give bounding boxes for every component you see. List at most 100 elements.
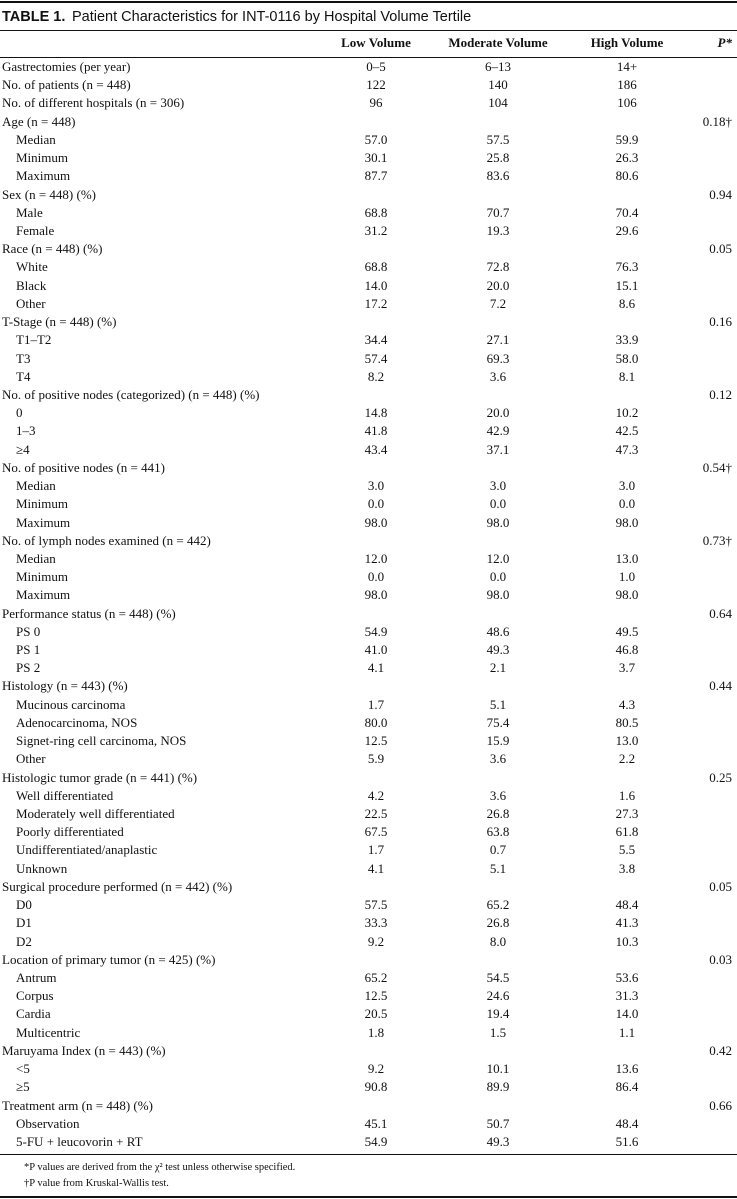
cell: 33.9 <box>615 332 639 348</box>
cell: 49.3 <box>486 642 510 658</box>
cell: 58.0 <box>615 350 639 366</box>
cell: 33.3 <box>364 915 388 931</box>
cell: 76.3 <box>615 259 639 275</box>
cell: 37.1 <box>486 441 510 457</box>
row-label: Maximum <box>16 587 71 603</box>
p-value: 0.16 <box>709 314 732 330</box>
cell: 122 <box>366 77 386 93</box>
cell: 1.8 <box>367 1024 385 1040</box>
group-label: No. of positive nodes (categorized) (n =… <box>2 386 260 402</box>
p-value: 0.66 <box>709 1097 732 1113</box>
cell: 3.6 <box>489 751 507 767</box>
cell: 2.1 <box>489 660 507 676</box>
cell: 5.1 <box>489 696 507 712</box>
cell: 69.3 <box>486 350 510 366</box>
cell: 5.5 <box>618 842 636 858</box>
cell: 75.4 <box>486 714 510 730</box>
cell: 86.4 <box>615 1079 639 1095</box>
cell: 20.5 <box>364 1006 388 1022</box>
cell: 24.6 <box>486 988 510 1004</box>
cell: 53.6 <box>615 970 639 985</box>
cell: 59.9 <box>615 131 639 147</box>
row-label: Female <box>16 222 55 238</box>
row-label: Adenocarcinoma, NOS <box>16 714 138 730</box>
row-label: Male <box>16 204 43 220</box>
row-label: PS 2 <box>16 660 41 676</box>
row-label: No. of different hospitals (n = 306) <box>2 95 185 111</box>
row-label: Undifferentiated/anaplastic <box>16 842 158 858</box>
cell: 106 <box>617 95 637 111</box>
cell: 41.0 <box>364 642 388 658</box>
column-header: High Volume <box>590 35 664 50</box>
cell: 61.8 <box>615 824 639 840</box>
cell: 63.8 <box>486 824 510 840</box>
title-rule <box>0 30 737 31</box>
table-title: Patient Characteristics for INT-0116 by … <box>72 9 472 25</box>
row-label: Observation <box>16 1115 80 1131</box>
row-label: D1 <box>16 915 32 931</box>
cell: 3.0 <box>489 478 507 494</box>
row-label: 0 <box>16 405 23 421</box>
cell: 57.4 <box>364 350 388 366</box>
p-value: 0.44 <box>709 678 732 694</box>
cell: 80.6 <box>615 168 639 184</box>
cell: 3.0 <box>367 478 385 494</box>
cell: 1.5 <box>489 1024 507 1040</box>
cell: 15.1 <box>615 277 639 293</box>
cell: 12.5 <box>364 988 388 1004</box>
cell: 2.2 <box>618 751 636 767</box>
group-label: Sex (n = 448) (%) <box>2 186 96 202</box>
cell: 3.7 <box>618 660 636 676</box>
cell: 1.7 <box>367 842 385 858</box>
cell: 6–13 <box>485 59 511 74</box>
row-label: Signet-ring cell carcinoma, NOS <box>16 733 187 749</box>
cell: 98.0 <box>615 587 639 603</box>
cell: 68.8 <box>364 204 388 220</box>
p-value: 0.12 <box>709 386 732 402</box>
p-value: 0.25 <box>709 769 732 785</box>
row-label: Corpus <box>16 988 54 1004</box>
cell: 26.8 <box>486 806 510 822</box>
cell: 9.2 <box>367 1061 385 1077</box>
group-label: Surgical procedure performed (n = 442) (… <box>2 878 233 894</box>
cell: 9.2 <box>367 933 385 949</box>
p-value: 0.73† <box>702 532 732 548</box>
cell: 49.3 <box>486 1133 510 1149</box>
cell: 12.0 <box>364 550 388 566</box>
cell: 31.2 <box>364 222 388 238</box>
row-label: Mucinous carcinoma <box>16 696 126 712</box>
cell: 5.9 <box>367 751 385 767</box>
cell: 98.0 <box>486 587 510 603</box>
row-label: D0 <box>16 897 32 913</box>
cell: 98.0 <box>364 587 388 603</box>
row-label: Black <box>16 277 47 293</box>
cell: 1.1 <box>618 1024 636 1040</box>
cell: 1.0 <box>618 569 636 585</box>
bottom-rule <box>0 1196 737 1198</box>
row-label: 5-FU + leucovorin + RT <box>16 1133 143 1149</box>
cell: 15.9 <box>486 733 510 749</box>
footnote: *P values are derived from the χ² test u… <box>24 1162 296 1173</box>
cell: 13.0 <box>615 733 639 749</box>
row-label: D2 <box>16 933 32 949</box>
cell: 10.3 <box>615 933 639 949</box>
cell: 98.0 <box>364 514 388 530</box>
cell: 8.1 <box>618 368 636 384</box>
cell: 83.6 <box>486 168 510 184</box>
row-label: Antrum <box>16 970 57 985</box>
row-label: Other <box>16 295 46 311</box>
top-rule <box>0 1 737 3</box>
footnote: †P value from Kruskal-Wallis test. <box>24 1178 169 1189</box>
p-value: 0.94 <box>709 186 732 202</box>
cell: 51.6 <box>615 1133 639 1149</box>
cell: 31.3 <box>615 988 639 1004</box>
cell: 19.3 <box>486 222 510 238</box>
cell: 29.6 <box>615 222 639 238</box>
cell: 43.4 <box>364 441 388 457</box>
cell: 50.7 <box>486 1115 510 1131</box>
cell: 13.6 <box>615 1061 639 1077</box>
row-label: Maximum <box>16 168 71 184</box>
cell: 10.1 <box>486 1061 510 1077</box>
cell: 10.2 <box>615 405 639 421</box>
cell: 80.0 <box>364 714 388 730</box>
